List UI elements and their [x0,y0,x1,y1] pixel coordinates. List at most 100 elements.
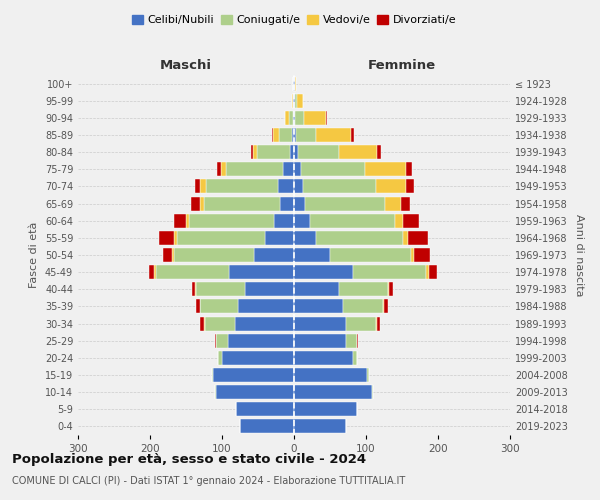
Bar [304,111,326,125]
Bar [214,368,294,382]
Bar [235,316,294,330]
Bar [408,231,428,245]
Bar [283,162,294,176]
Bar [200,180,206,194]
Bar [292,128,294,142]
Bar [389,282,392,296]
Bar [217,162,221,176]
Bar [301,162,365,176]
Bar [376,180,406,194]
Bar [353,351,356,365]
Bar [293,111,294,125]
Bar [414,248,430,262]
Text: Maschi: Maschi [160,58,212,71]
Bar [305,196,385,210]
Bar [294,76,295,90]
Bar [189,214,274,228]
Bar [251,145,253,159]
Bar [178,231,265,245]
Bar [186,214,189,228]
Bar [196,282,245,296]
Bar [216,385,294,399]
Bar [298,145,340,159]
Bar [229,265,294,279]
Bar [365,162,406,176]
Bar [295,76,296,90]
Bar [372,385,373,399]
Bar [294,145,298,159]
Bar [294,248,330,262]
Bar [294,300,343,314]
Bar [294,111,295,125]
Bar [273,128,279,142]
Bar [172,248,174,262]
Bar [385,196,401,210]
Bar [367,368,369,382]
Bar [427,265,428,279]
Bar [205,316,235,330]
Bar [274,214,294,228]
Y-axis label: Fasce di età: Fasce di età [29,222,39,288]
Bar [377,316,380,330]
Bar [206,180,278,194]
Bar [294,214,310,228]
Bar [156,265,229,279]
Bar [384,300,388,314]
Bar [338,282,388,296]
Bar [196,300,200,314]
Bar [383,300,384,314]
Bar [222,351,294,365]
Bar [293,94,294,108]
Bar [204,196,280,210]
Bar [218,351,222,365]
Bar [346,334,356,347]
Bar [279,128,292,142]
Bar [403,231,408,245]
Bar [294,162,301,176]
Bar [294,282,338,296]
Bar [149,265,154,279]
Bar [215,385,216,399]
Bar [194,180,200,194]
Bar [294,368,367,382]
Bar [204,316,205,330]
Bar [200,196,204,210]
Bar [356,334,358,347]
Bar [254,248,294,262]
Bar [294,180,302,194]
Bar [278,180,294,194]
Bar [158,231,175,245]
Bar [154,265,156,279]
Bar [346,316,376,330]
Bar [272,128,273,142]
Bar [295,111,304,125]
Bar [293,76,294,90]
Bar [292,94,293,108]
Bar [294,351,353,365]
Bar [236,402,294,416]
Bar [294,385,372,399]
Bar [388,282,389,296]
Bar [228,334,294,347]
Bar [294,231,316,245]
Bar [253,145,257,159]
Bar [410,248,414,262]
Bar [296,128,316,142]
Bar [294,334,346,347]
Bar [265,231,294,245]
Bar [326,111,327,125]
Bar [294,316,346,330]
Bar [406,180,413,194]
Bar [340,145,377,159]
Bar [191,196,200,210]
Bar [351,128,355,142]
Bar [395,214,403,228]
Bar [428,265,437,279]
Bar [175,231,178,245]
Y-axis label: Anni di nascita: Anni di nascita [574,214,584,296]
Text: COMUNE DI CALCI (PI) - Dati ISTAT 1° gennaio 2024 - Elaborazione TUTTITALIA.IT: COMUNE DI CALCI (PI) - Dati ISTAT 1° gen… [12,476,405,486]
Bar [284,111,289,125]
Bar [294,196,305,210]
Bar [240,420,294,434]
Bar [330,248,410,262]
